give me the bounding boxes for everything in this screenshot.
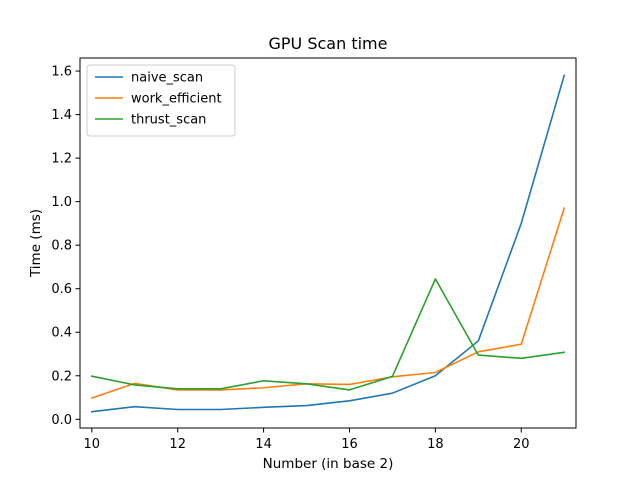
y-tick-label: 0.2 <box>51 369 72 384</box>
y-axis-label: Time (ms) <box>28 209 44 278</box>
y-tick-label: 1.0 <box>51 195 72 210</box>
x-tick-label: 10 <box>84 437 101 452</box>
axes-frame <box>79 57 577 429</box>
legend-label-naive-scan: naive_scan <box>131 71 203 86</box>
y-tick-label: 1.4 <box>51 108 72 123</box>
x-tick-label: 12 <box>169 437 186 452</box>
y-tick-label: 0.4 <box>51 326 72 341</box>
x-axis-label: Number (in base 2) <box>263 456 394 472</box>
series-layer <box>90 74 566 413</box>
series-line-thrust-scan <box>90 278 566 391</box>
y-tick-label: 0.6 <box>51 282 72 297</box>
x-tick-label: 16 <box>341 437 358 452</box>
x-axis: 10 12 14 16 18 20 <box>84 428 530 452</box>
y-tick-label: 0.0 <box>51 413 72 428</box>
legend-box <box>86 64 236 137</box>
legend-label-work-efficient: work_efficient <box>131 92 222 107</box>
x-tick-label: 18 <box>427 437 444 452</box>
y-tick-label: 1.2 <box>51 152 72 167</box>
y-tick-label: 1.6 <box>51 65 72 80</box>
legend: naive_scan work_efficient thrust_scan <box>86 64 236 137</box>
legend-label-thrust-scan: thrust_scan <box>131 113 206 128</box>
y-axis: 0.0 0.2 0.4 0.6 0.8 1.0 1.2 1.4 1.6 <box>51 65 80 428</box>
chart-title: GPU Scan time <box>269 34 388 53</box>
series-line-naive-scan <box>90 74 566 413</box>
y-tick-label: 0.8 <box>51 239 72 254</box>
x-tick-label: 20 <box>513 437 530 452</box>
x-tick-label: 14 <box>255 437 272 452</box>
